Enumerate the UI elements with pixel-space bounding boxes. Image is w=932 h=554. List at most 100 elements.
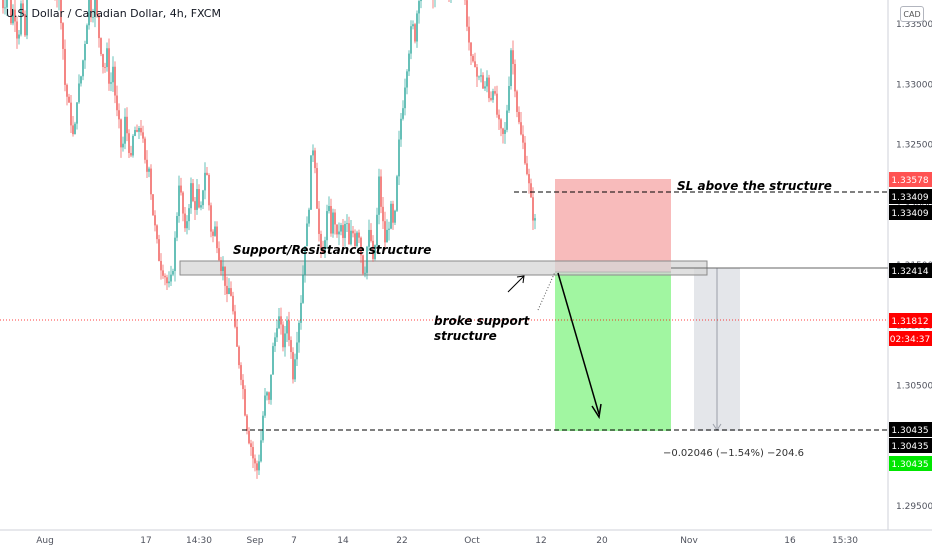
candle-body: [122, 144, 123, 148]
candle-body: [298, 323, 299, 343]
candle-body: [108, 48, 109, 83]
candle-body: [112, 67, 113, 82]
candle-body: [398, 140, 399, 177]
candle-body: [66, 85, 67, 97]
candle-body: [78, 83, 79, 102]
candle-body: [516, 91, 517, 112]
candle-body: [484, 86, 485, 88]
sl-note-label: SL above the structure: [677, 179, 832, 193]
candle-body: [218, 248, 219, 260]
candle-body: [282, 325, 283, 348]
candle-body: [180, 186, 181, 193]
time-tick-label: Aug: [36, 536, 54, 546]
support-resistance-box[interactable]: [180, 261, 707, 275]
candle-body: [394, 211, 395, 223]
candle-body: [348, 223, 349, 244]
candle-body: [404, 88, 405, 109]
candle-body: [346, 223, 347, 224]
price-tick-label: 1.33000: [896, 80, 932, 90]
candle-body: [226, 286, 227, 294]
candle-body: [378, 176, 379, 214]
candle-body: [286, 320, 287, 333]
candle-body: [190, 183, 191, 208]
candle-body: [480, 75, 481, 76]
time-tick-label: 14:30: [186, 536, 212, 546]
candle-body: [512, 50, 513, 64]
candle-body: [492, 91, 493, 100]
candle-body: [106, 48, 107, 67]
candle-body: [196, 189, 197, 210]
candle-body: [140, 128, 141, 132]
candle-body: [330, 206, 331, 234]
candle-body: [468, 27, 469, 43]
candle-body: [132, 136, 133, 156]
candle-body: [466, 0, 467, 27]
risk-zone[interactable]: [555, 179, 671, 272]
candle-body: [520, 122, 521, 134]
candle-body: [338, 232, 339, 235]
candle-body: [208, 175, 209, 205]
candle-body: [260, 440, 261, 461]
target-price-tag-1: 1.30435: [889, 422, 932, 437]
svg-text:1.33409: 1.33409: [891, 193, 928, 203]
candle-body: [184, 214, 185, 229]
candle-body: [340, 225, 341, 231]
candle-body: [156, 225, 157, 239]
candle-body: [80, 76, 81, 83]
candle-body: [198, 189, 199, 207]
candle-body: [250, 443, 251, 447]
candle-body: [134, 130, 135, 136]
candle-body: [138, 128, 139, 132]
reward-zone[interactable]: [555, 272, 671, 431]
candle-body: [228, 288, 229, 294]
candle-body: [358, 233, 359, 238]
candle-body: [486, 78, 487, 87]
svg-text:1.32414: 1.32414: [891, 267, 928, 277]
candle-body: [118, 110, 119, 119]
candle-body: [382, 207, 383, 221]
candle-body: [252, 447, 253, 458]
candle-body: [178, 186, 179, 216]
broke-support-label-1: broke support: [434, 314, 531, 328]
candle-body: [202, 190, 203, 205]
candles-group: [0, 0, 535, 479]
entry-price-tag: 1.32414: [889, 263, 932, 278]
candle-body: [396, 176, 397, 210]
candle-body: [2, 0, 3, 8]
time-tick-label: 22: [396, 536, 407, 546]
candle-body: [258, 461, 259, 470]
candle-body: [478, 77, 479, 78]
candle-body: [494, 91, 495, 94]
candle-body: [68, 97, 69, 103]
candle-body: [204, 173, 205, 191]
candle-body: [110, 82, 111, 83]
candle-body: [182, 193, 183, 214]
candle-body: [526, 163, 527, 174]
time-tick-label: 15:30: [832, 536, 858, 546]
candle-body: [364, 273, 365, 274]
time-tick-label: Nov: [680, 536, 698, 546]
chart-title: U.S. Dollar / Canadian Dollar, 4h, FXCM: [6, 7, 221, 20]
candle-body: [524, 143, 525, 164]
candle-body: [262, 416, 263, 441]
target-price-tag-green: 1.30435: [889, 456, 932, 471]
measure-result-label: −0.02046 (−1.54%) −204.6: [663, 448, 804, 459]
candle-body: [214, 227, 215, 236]
candle-body: [476, 67, 477, 76]
candle-body: [192, 183, 193, 201]
candle-body: [482, 75, 483, 88]
candle-body: [158, 239, 159, 261]
candle-body: [270, 375, 271, 400]
candle-body: [326, 211, 327, 240]
candle-body: [316, 168, 317, 209]
candle-body: [522, 134, 523, 142]
candle-body: [126, 117, 127, 133]
pointer-arrow: [508, 276, 524, 292]
candle-body: [278, 316, 279, 328]
candle-body: [280, 316, 281, 324]
candle-body: [414, 24, 415, 41]
candle-body: [514, 64, 515, 91]
currency-badge[interactable]: CAD: [900, 6, 924, 22]
